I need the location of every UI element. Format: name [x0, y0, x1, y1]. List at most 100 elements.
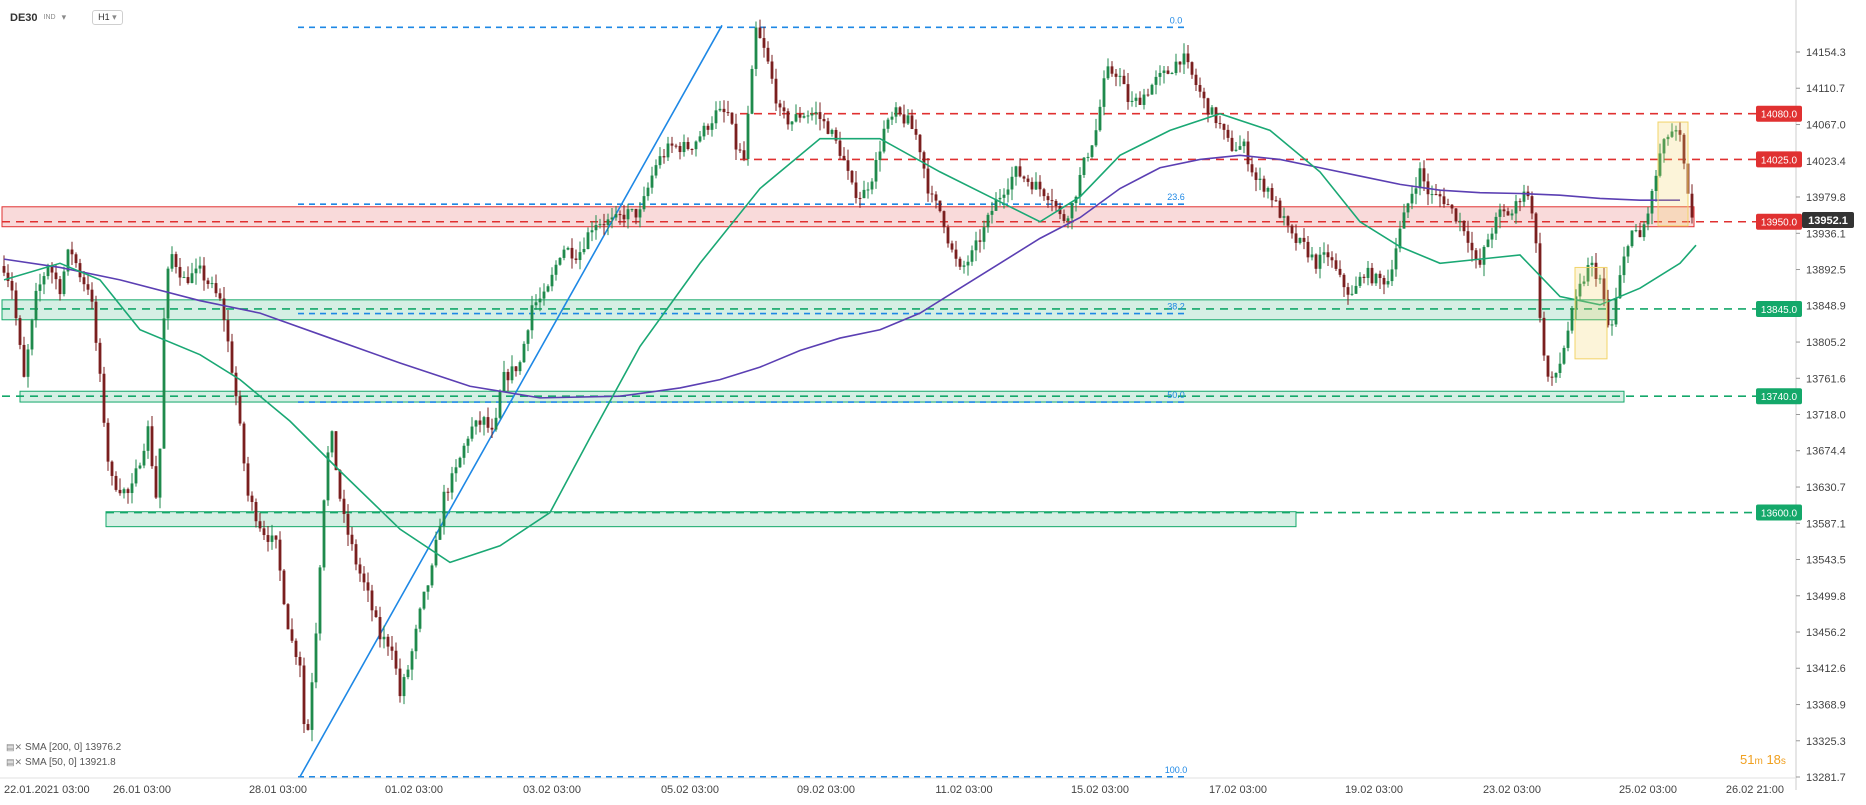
candle-body	[10, 280, 14, 291]
candle-body	[726, 112, 730, 114]
candle-body	[618, 214, 622, 216]
level-tag	[1756, 213, 1802, 230]
candle-body	[230, 341, 234, 373]
candle-body	[854, 182, 858, 198]
candle-body	[1582, 281, 1586, 284]
support-zone[interactable]	[105, 511, 1297, 528]
candle-body	[1538, 243, 1542, 318]
candle-body	[1154, 76, 1158, 85]
candle-body	[862, 189, 866, 199]
settings-icon[interactable]: ▤✕	[6, 757, 23, 767]
candle-body	[290, 629, 294, 641]
candle-body	[942, 211, 946, 228]
candle-body	[710, 123, 714, 130]
candle-body	[146, 426, 150, 451]
candle-body	[266, 535, 270, 542]
candle-body	[242, 423, 246, 464]
candle-body	[346, 514, 350, 535]
candle-body	[1470, 242, 1474, 251]
countdown-minutes: 51	[1740, 752, 1755, 767]
candle-body	[906, 115, 910, 124]
candle-body	[1342, 274, 1346, 288]
candle-body	[1110, 66, 1114, 74]
candle-body	[538, 298, 542, 303]
candle-body	[986, 214, 990, 228]
candle-body	[1094, 130, 1098, 146]
y-tick-label: 13979.8	[1806, 192, 1846, 204]
candle-body	[6, 272, 10, 281]
candle-body	[1018, 166, 1022, 177]
candle-body	[518, 362, 522, 372]
candle-body	[1246, 141, 1250, 165]
candle-body	[834, 129, 838, 141]
candle-body	[134, 468, 138, 484]
candle-body	[886, 119, 890, 129]
candle-body	[1422, 168, 1426, 182]
candle-body	[406, 669, 410, 678]
candle-body	[1682, 134, 1686, 164]
candle-body	[322, 500, 326, 568]
candle-body	[270, 535, 274, 542]
candle-body	[1402, 212, 1406, 229]
candle-body	[1410, 193, 1414, 204]
candle-body	[818, 112, 822, 119]
y-tick-label: 13630.7	[1806, 482, 1846, 494]
candle-body	[838, 140, 842, 156]
candle-body	[642, 196, 646, 210]
candle-body	[622, 214, 626, 220]
candle-body	[1542, 317, 1546, 356]
candle-body	[286, 604, 290, 630]
x-tick-label: 15.02 03:00	[1071, 784, 1129, 796]
highlight-box[interactable]	[1574, 266, 1608, 360]
candle-body	[454, 467, 458, 474]
candle-body	[590, 230, 594, 233]
timeframe-select[interactable]: H1 ▾	[92, 10, 123, 25]
candle-body	[702, 125, 706, 137]
candle-body	[382, 636, 386, 640]
candle-body	[970, 250, 974, 262]
candle-body	[938, 200, 942, 212]
candle-body	[1222, 123, 1226, 130]
highlight-box[interactable]	[1657, 121, 1689, 227]
candle-body	[106, 422, 110, 462]
candle-body	[634, 209, 638, 218]
candle-body	[1570, 308, 1574, 331]
level-tag-label: 13845.0	[1761, 305, 1798, 316]
candle-body	[1042, 189, 1046, 197]
fib-trend-line[interactable]	[299, 24, 723, 778]
candle-body	[46, 265, 50, 277]
candle-body	[1250, 164, 1254, 173]
candle-body	[718, 108, 722, 111]
candle-body	[1414, 188, 1418, 194]
candle-body	[1194, 74, 1198, 86]
candle-body	[174, 254, 178, 267]
candle-body	[222, 298, 226, 321]
candle-body	[1086, 156, 1090, 158]
candle-body	[190, 273, 194, 284]
candle-body	[1106, 66, 1110, 79]
sma200-line[interactable]	[3, 154, 1680, 399]
candle-body	[1554, 372, 1558, 378]
candle-body	[1398, 228, 1402, 249]
candle-body	[890, 116, 894, 120]
x-tick-label: 26.02 21:00	[1726, 784, 1784, 796]
resistance-zone[interactable]	[1, 206, 1695, 228]
symbol-label[interactable]: DE30	[10, 11, 38, 24]
settings-icon[interactable]: ▤✕	[6, 742, 23, 752]
sma50-line[interactable]	[3, 112, 1697, 564]
candle-body	[194, 268, 198, 274]
candle-body	[1334, 260, 1338, 269]
legend-item-sma200[interactable]: ▤✕ SMA [200, 0] 13976.2	[6, 740, 121, 755]
candle-body	[422, 591, 426, 609]
level-tag	[1756, 300, 1802, 317]
candle-body	[902, 114, 906, 124]
legend-label-sma200: SMA [200, 0] 13976.2	[25, 742, 122, 753]
legend-item-sma50[interactable]: ▤✕ SMA [50, 0] 13921.8	[6, 755, 121, 770]
candle-body	[1174, 61, 1178, 74]
candle-body	[482, 417, 486, 425]
candle-body	[1430, 194, 1434, 196]
candle-body	[1462, 220, 1466, 232]
chevron-down-icon[interactable]: ▾	[61, 12, 67, 22]
candle-body	[1082, 157, 1086, 175]
